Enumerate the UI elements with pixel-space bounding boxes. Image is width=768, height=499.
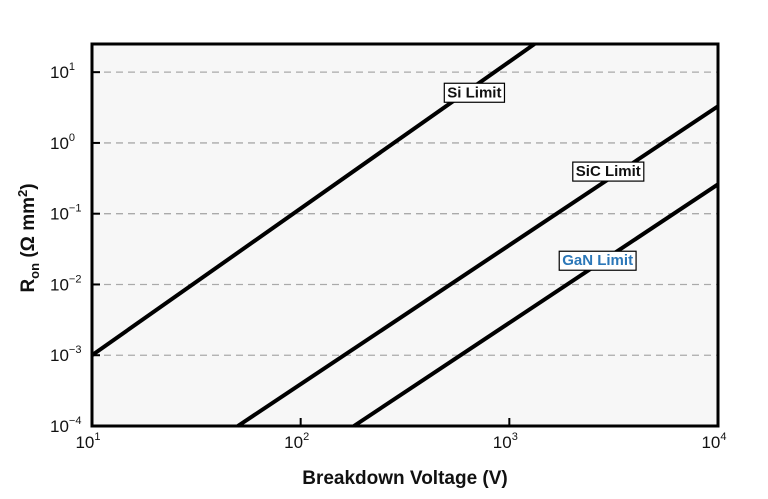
series-label-si-limit: Si Limit bbox=[443, 82, 506, 103]
series-line-sic-limit bbox=[236, 104, 720, 428]
series-label-sic-limit: SiC Limit bbox=[572, 161, 645, 182]
y-tick-exp: −1 bbox=[69, 203, 82, 215]
series-label-box bbox=[443, 82, 506, 103]
y-tick-exp: −3 bbox=[69, 344, 82, 356]
y-tick-base: 10 bbox=[50, 346, 69, 365]
series-label-text: SiC Limit bbox=[576, 163, 641, 180]
x-tick-base: 10 bbox=[284, 433, 303, 452]
y-tick-base: 10 bbox=[50, 275, 69, 294]
y-tick-label: 100 bbox=[50, 132, 75, 153]
x-tick-exp: 2 bbox=[303, 431, 309, 443]
x-tick-base: 10 bbox=[701, 433, 720, 452]
y-tick-label: 10−4 bbox=[50, 415, 81, 436]
x-tick-exp: 3 bbox=[512, 431, 518, 443]
x-tick-exp: 1 bbox=[94, 431, 100, 443]
y-tick-base: 10 bbox=[50, 205, 69, 224]
series-label-gan-limit: GaN Limit bbox=[558, 250, 637, 271]
y-axis-title-sub: on bbox=[27, 263, 42, 279]
y-axis-title: Ron (Ω mm2) bbox=[15, 183, 42, 292]
y-tick-exp: 0 bbox=[69, 132, 75, 144]
y-tick-base: 10 bbox=[50, 134, 69, 153]
y-tick-base: 10 bbox=[50, 417, 69, 436]
x-tick-base: 10 bbox=[493, 433, 512, 452]
x-tick-label: 104 bbox=[701, 431, 726, 452]
series-label-text: GaN Limit bbox=[562, 252, 633, 269]
y-tick-label: 101 bbox=[50, 61, 75, 82]
x-tick-label: 103 bbox=[493, 431, 518, 452]
series-label-box bbox=[572, 161, 645, 182]
x-axis-title: Breakdown Voltage (V) bbox=[302, 468, 508, 489]
plot-frame bbox=[90, 42, 720, 428]
y-tick-label: 10−1 bbox=[50, 203, 81, 224]
series-label-text: Si Limit bbox=[447, 84, 501, 101]
x-tick-base: 10 bbox=[75, 433, 94, 452]
gridlines bbox=[92, 71, 718, 356]
series-labels: Si Limit SiC Limit GaN Limit bbox=[443, 82, 645, 271]
series-line-gan-limit bbox=[352, 182, 720, 428]
y-axis-title-main: R bbox=[18, 279, 39, 293]
x-axis: 101 102 103 104 bbox=[75, 418, 727, 452]
y-tick-exp: −2 bbox=[69, 273, 82, 285]
y-tick-label: 10−2 bbox=[50, 273, 81, 294]
x-tick-label: 101 bbox=[75, 431, 100, 452]
y-tick-label: 10−3 bbox=[50, 344, 81, 365]
y-tick-base: 10 bbox=[50, 63, 69, 82]
y-tick-exp: −4 bbox=[69, 415, 82, 427]
plot-area bbox=[92, 44, 718, 426]
y-tick-exp: 1 bbox=[69, 61, 75, 73]
y-axis-title-close: ) bbox=[18, 183, 39, 189]
x-tick-exp: 4 bbox=[720, 431, 726, 443]
series-label-box bbox=[558, 250, 637, 271]
x-tick-label: 102 bbox=[284, 431, 309, 452]
y-axis-title-rest: (Ω mm bbox=[18, 197, 39, 263]
y-axis-title-sup: 2 bbox=[15, 190, 30, 197]
